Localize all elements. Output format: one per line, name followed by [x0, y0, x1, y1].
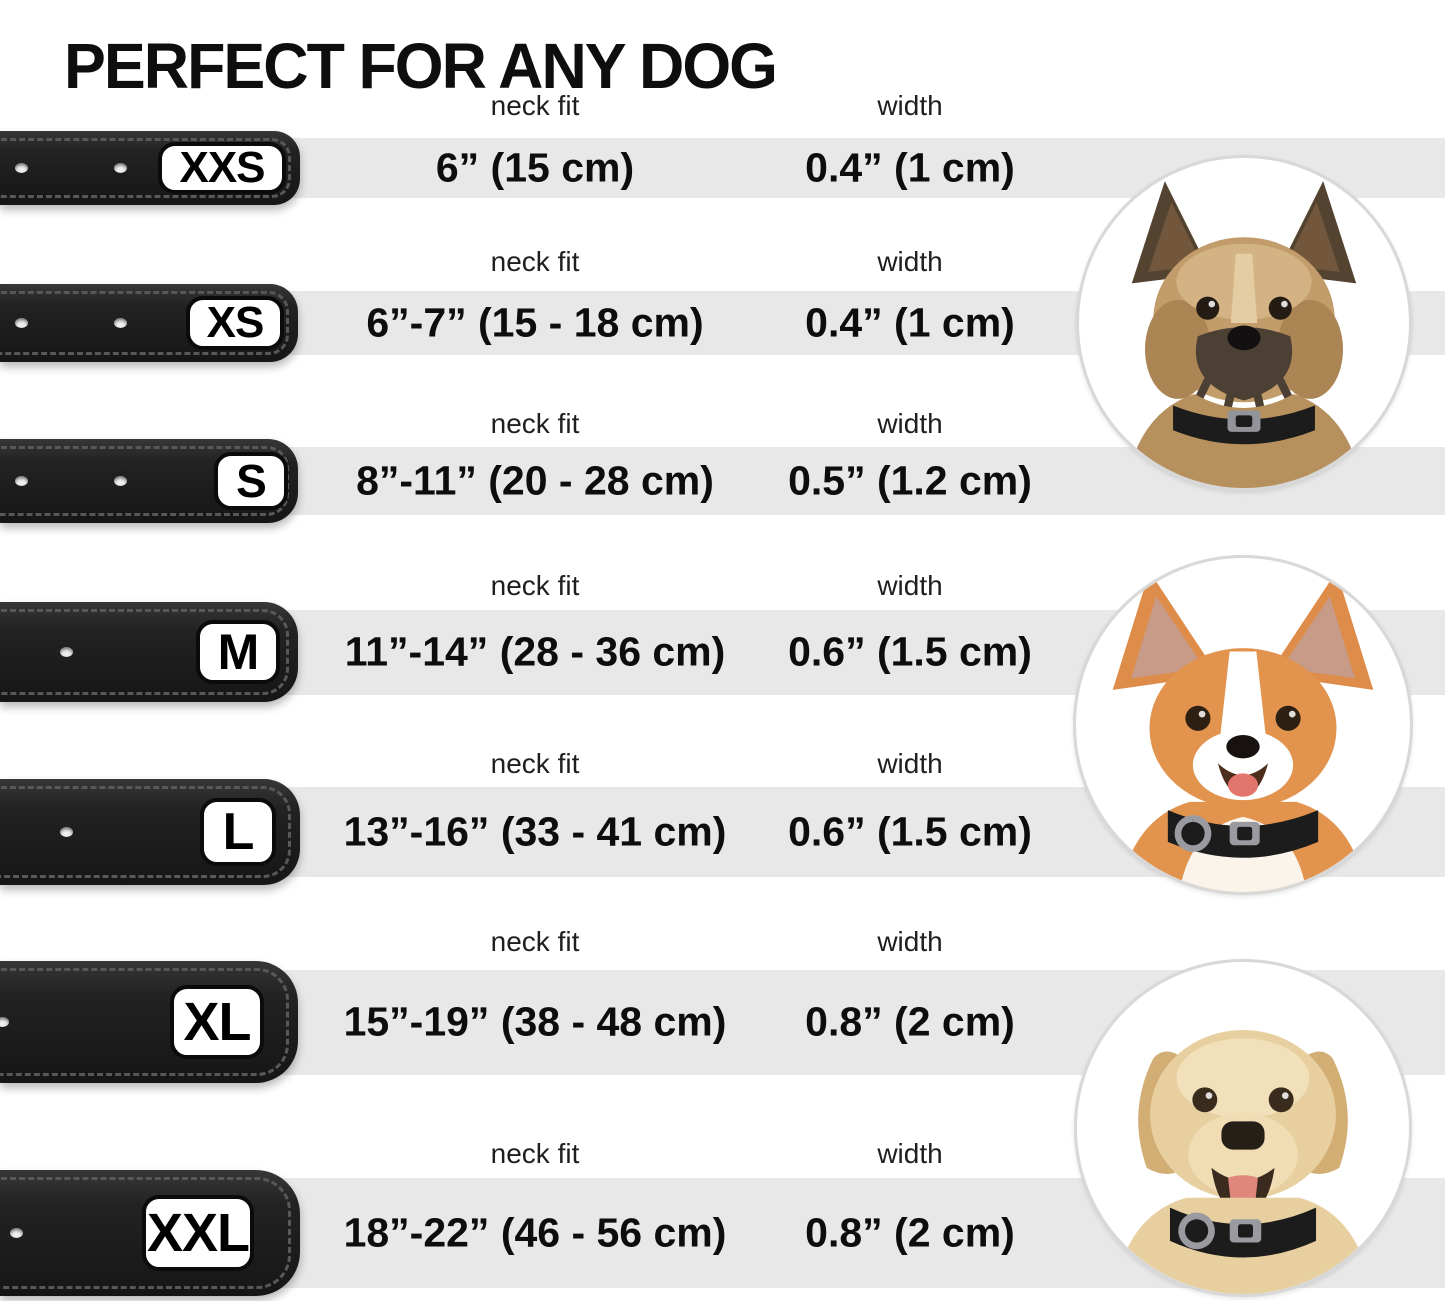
collar-strap: S	[0, 439, 298, 523]
neck-fit-value: 18”-22” (46 - 56 cm)	[343, 1209, 727, 1256]
collar-stitching	[0, 786, 291, 878]
collar-hole	[15, 318, 28, 328]
neck-fit-column-label: neck fit	[490, 408, 580, 439]
neck-fit-column-label: neck fit	[490, 570, 580, 601]
size-badge-xxl: XXL	[142, 1195, 254, 1271]
page-title: PERFECT FOR ANY DOG	[64, 29, 778, 102]
collar-stitching	[0, 1177, 291, 1289]
collar-hole	[0, 1017, 9, 1027]
neck-fit-value: 11”-14” (28 - 36 cm)	[344, 628, 726, 675]
collar-strap: XXL	[0, 1170, 300, 1296]
neck-fit-value: 8”-11” (20 - 28 cm)	[356, 457, 714, 504]
width-value: 0.5” (1.2 cm)	[788, 457, 1032, 504]
collar-stitching	[0, 291, 289, 355]
collar-stitching	[0, 138, 291, 198]
collar-hole	[114, 318, 127, 328]
labrador-illustration	[1113, 1030, 1373, 1294]
terrier-illustration	[1125, 181, 1363, 488]
neck-fit-value: 6”-7” (15 - 18 cm)	[366, 299, 704, 346]
dog-photo-corgi	[1073, 555, 1413, 895]
width-value: 0.4” (1 cm)	[805, 144, 1015, 191]
collar-strap: XL	[0, 961, 298, 1083]
neck-fit-column-label: neck fit	[490, 1138, 580, 1169]
collar-hole	[15, 476, 28, 486]
collar-strap: M	[0, 602, 298, 702]
collar-strap: L	[0, 779, 300, 885]
width-value: 0.4” (1 cm)	[805, 299, 1015, 346]
size-badge-xs: XS	[186, 296, 284, 350]
width-value: 0.6” (1.5 cm)	[788, 808, 1032, 855]
collar-hole	[15, 163, 28, 173]
size-badge-m: M	[196, 620, 280, 684]
width-column-label: width	[877, 1138, 943, 1169]
size-badge-xl: XL	[170, 985, 264, 1059]
dog-photo-terrier	[1076, 155, 1412, 491]
collar-stitching	[0, 968, 289, 1076]
collar-stitching	[0, 609, 289, 695]
width-column-label: width	[877, 90, 943, 121]
width-value: 0.8” (2 cm)	[805, 1209, 1015, 1256]
neck-fit-column-label: neck fit	[490, 926, 580, 957]
collar-hole	[10, 1228, 23, 1238]
neck-fit-value: 15”-19” (38 - 48 cm)	[343, 998, 727, 1045]
neck-fit-column-label: neck fit	[490, 748, 580, 779]
neck-fit-column-label: neck fit	[490, 246, 580, 277]
collar-hole	[114, 163, 127, 173]
dog-photo-labrador	[1074, 959, 1412, 1297]
collar-hole	[60, 827, 73, 837]
collar-strap: XXS	[0, 131, 300, 205]
collar-hole	[114, 476, 127, 486]
width-column-label: width	[877, 570, 943, 601]
width-value: 0.6” (1.5 cm)	[788, 628, 1032, 675]
collar-hole	[60, 647, 73, 657]
width-value: 0.8” (2 cm)	[805, 998, 1015, 1045]
neck-fit-value: 13”-16” (33 - 41 cm)	[343, 808, 727, 855]
neck-fit-value: 6” (15 cm)	[435, 144, 635, 191]
size-badge-l: L	[200, 798, 276, 866]
width-column-label: width	[877, 408, 943, 439]
collar-strap: XS	[0, 284, 298, 362]
corgi-illustration	[1112, 571, 1374, 892]
size-badge-xxs: XXS	[158, 142, 286, 194]
size-badge-s: S	[214, 452, 288, 510]
neck-fit-column-label: neck fit	[490, 90, 580, 121]
width-column-label: width	[877, 748, 943, 779]
width-column-label: width	[877, 926, 943, 957]
width-column-label: width	[877, 246, 943, 277]
